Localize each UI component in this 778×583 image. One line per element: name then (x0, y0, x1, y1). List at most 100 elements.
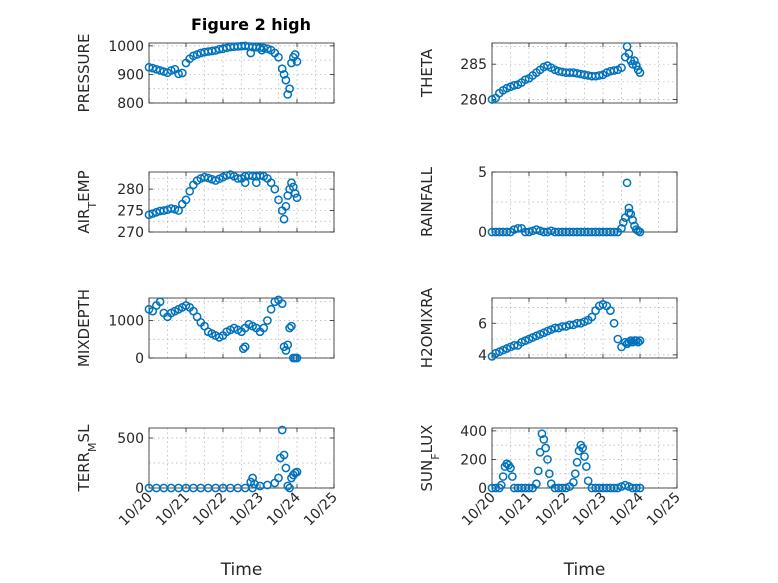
data-point (283, 90, 293, 99)
data-point (155, 66, 165, 75)
data-point (624, 208, 634, 218)
data-point (292, 467, 302, 477)
data-point (255, 171, 265, 180)
data-point (633, 337, 643, 347)
air_temp-axes (148, 171, 335, 233)
data-point (270, 184, 280, 194)
subplot-theta: 280 285 THETA (418, 42, 678, 108)
data-point (266, 178, 276, 188)
pressure-ylabel: PRESSURE (75, 34, 93, 113)
subplot-rainfall: 0 5 RAINFALL (418, 165, 678, 241)
data-point (277, 299, 287, 308)
data-point (619, 218, 628, 227)
data-point (635, 68, 645, 77)
pressure-series (144, 41, 302, 99)
data-point (509, 81, 519, 90)
y-tick-label: 270 (117, 225, 144, 241)
sun_flux-xlabel: Time (563, 560, 606, 580)
air_temp-series (144, 170, 302, 224)
data-point (240, 178, 250, 188)
y-tick-label: 1000 (108, 314, 144, 330)
data-point (239, 344, 248, 353)
data-point (257, 45, 267, 55)
data-point (274, 52, 283, 62)
data-point (159, 206, 169, 215)
data-point (170, 204, 180, 214)
y-tick-label: 6 (478, 316, 487, 332)
theta-ylabel: THETA (418, 48, 436, 98)
data-point (174, 69, 183, 79)
data-point (613, 334, 623, 344)
y-tick-label: 0 (135, 351, 144, 367)
data-point (285, 323, 294, 333)
subplot-air_temp: 270 275 280 AIRTEMP (75, 170, 335, 241)
sun_flux-axes (491, 427, 678, 489)
data-point (283, 340, 293, 350)
y-tick-label: 0 (478, 225, 487, 241)
mixdepth-series (144, 295, 302, 363)
y-tick-label: 4 (478, 348, 487, 364)
data-point (177, 68, 187, 78)
data-point (609, 227, 619, 237)
data-point (259, 43, 269, 53)
data-point (279, 70, 289, 79)
data-point (580, 452, 589, 461)
data-point (155, 297, 165, 307)
data-point (281, 346, 291, 355)
data-point (635, 227, 645, 237)
rainfall-series (487, 178, 645, 237)
y-tick-label: 1000 (108, 39, 144, 55)
data-point (281, 201, 291, 211)
data-point (533, 466, 543, 476)
data-point (200, 172, 209, 182)
data-point (290, 189, 300, 198)
sun_flux-ylabel: SUNFLUX (418, 425, 442, 492)
data-point (587, 312, 597, 322)
data-point (594, 71, 604, 80)
rainfall-ylabel: RAINFALL (418, 166, 436, 237)
data-point (250, 479, 259, 489)
data-point (274, 195, 283, 205)
data-point (509, 341, 519, 350)
data-point (545, 469, 554, 479)
data-point (279, 450, 289, 460)
subplot-mixdepth: 0 1000 MIXDEPTH (75, 289, 335, 367)
data-point (541, 443, 551, 453)
data-point (498, 472, 508, 481)
data-point (631, 61, 641, 70)
data-point (630, 56, 639, 65)
data-point (166, 66, 176, 75)
data-point (502, 227, 512, 237)
data-point (569, 477, 578, 487)
data-point (609, 318, 619, 328)
data-point (292, 193, 302, 203)
data-point (539, 435, 549, 444)
sun_flux-series (487, 429, 645, 493)
data-point (513, 224, 523, 233)
y-tick-label: 5 (478, 165, 487, 181)
theta-axes (491, 42, 678, 104)
data-point (285, 84, 294, 94)
mixdepth-ylabel: MIXDEPTH (75, 289, 93, 367)
data-point (543, 455, 552, 464)
data-point (535, 447, 545, 457)
data-point (148, 209, 158, 218)
data-point (572, 457, 582, 467)
y-tick-label: 275 (117, 204, 144, 220)
data-point (203, 173, 213, 183)
y-tick-label: 400 (460, 424, 487, 440)
y-tick-label: 280 (460, 92, 487, 108)
air_temp-ylabel: AIRTEMP (75, 170, 99, 233)
terr_msl-xlabel: Time (220, 560, 263, 580)
data-point (277, 64, 287, 74)
data-point (181, 195, 191, 205)
y-tick-label: 200 (460, 452, 487, 468)
theta-series (487, 42, 645, 104)
y-tick-label: 280 (117, 182, 144, 198)
data-point (266, 304, 276, 314)
data-point (617, 63, 626, 73)
data-point (635, 336, 645, 345)
data-point (259, 323, 269, 333)
